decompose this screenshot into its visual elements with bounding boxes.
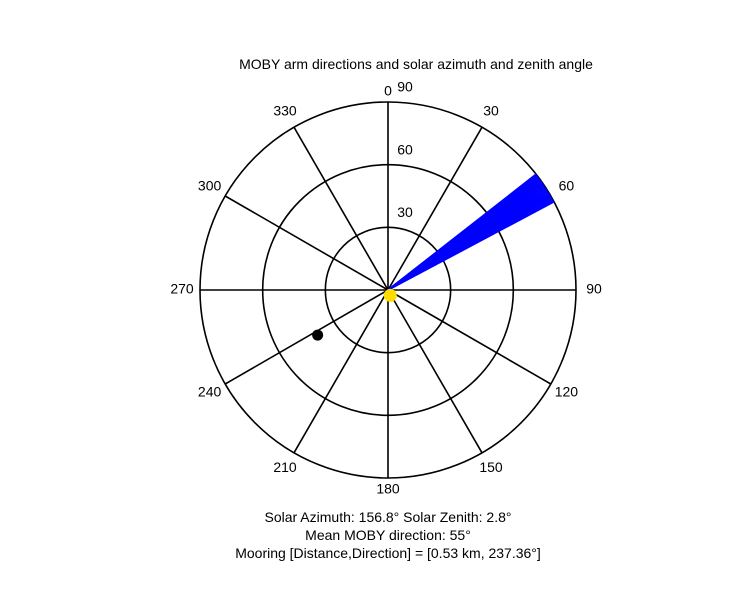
arm-direction-line	[387, 200, 555, 291]
angle-tick-label-330: 330	[273, 102, 297, 118]
angle-tick-label-0: 0	[384, 83, 392, 99]
polar-grid	[199, 101, 577, 479]
solar-angles-caption: Solar Azimuth: 156.8° Solar Zenith: 2.8°	[264, 509, 512, 525]
radial-tick-label-30: 30	[397, 204, 413, 220]
angle-tick-label-180: 180	[376, 481, 400, 497]
mean-direction-caption: Mean MOBY direction: 55°	[305, 527, 471, 543]
angle-tick-label-150: 150	[479, 459, 503, 475]
angle-tick-label-270: 270	[170, 281, 194, 297]
angle-tick-label-60: 60	[559, 178, 575, 194]
grid-spoke-120	[387, 289, 552, 385]
radial-tick-label-90: 90	[397, 79, 413, 95]
markers	[312, 288, 397, 341]
angle-tick-label-300: 300	[198, 178, 222, 194]
mooring-caption: Mooring [Distance,Direction] = [0.53 km,…	[235, 545, 541, 561]
chart-title: MOBY arm directions and solar azimuth an…	[239, 56, 593, 72]
angle-tick-label-240: 240	[198, 384, 222, 400]
grid-spoke-150	[387, 289, 483, 454]
grid-spoke-210	[293, 289, 389, 454]
grid-spoke-240	[224, 289, 389, 385]
sun-marker	[383, 288, 397, 302]
mooring-marker	[312, 329, 324, 341]
grid-spoke-330	[293, 126, 389, 291]
angle-tick-label-90: 90	[586, 281, 602, 297]
tick-labels: 0 30 60 90 120 150 180 210 240 270 300 330 30 60 90	[170, 79, 602, 497]
grid-spoke-30	[387, 126, 483, 291]
angle-tick-label-120: 120	[555, 384, 579, 400]
angle-tick-label-210: 210	[273, 459, 297, 475]
arm-directions-series	[387, 173, 555, 291]
angle-tick-label-30: 30	[483, 102, 499, 118]
radial-tick-label-60: 60	[397, 141, 413, 157]
grid-spoke-300	[224, 195, 389, 291]
